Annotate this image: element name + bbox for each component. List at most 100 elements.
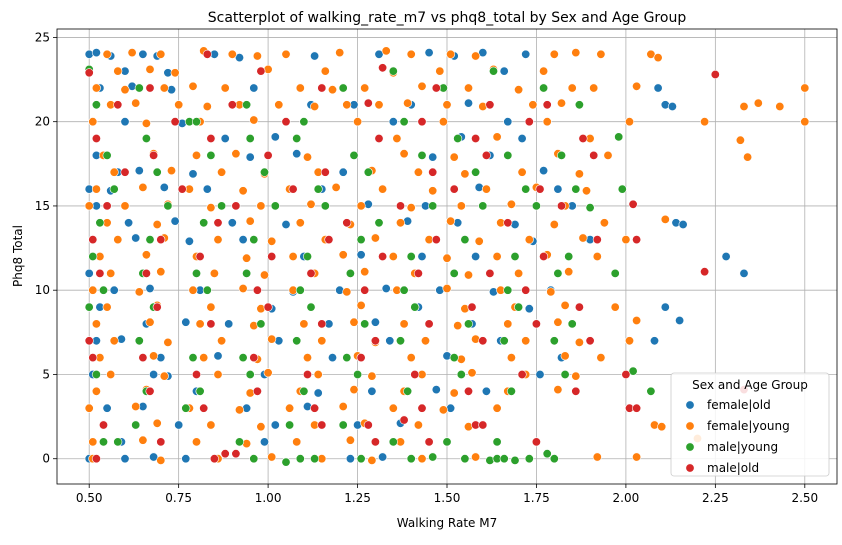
point-female-young [392, 134, 402, 144]
point-female-young [102, 302, 112, 312]
point-male-young [360, 319, 370, 329]
point-male-old [578, 134, 588, 144]
point-female-young [113, 66, 123, 76]
point-male-old [485, 100, 495, 110]
point-female-young [800, 117, 810, 127]
point-female-young [213, 369, 223, 379]
point-female-old [124, 218, 134, 228]
point-male-old [478, 420, 488, 430]
point-female-young [349, 385, 359, 395]
legend-marker-male-old [685, 463, 695, 473]
x-tick-label: 1.25 [344, 491, 371, 505]
point-male-old [399, 415, 409, 425]
point-male-young [285, 420, 295, 430]
point-female-old [213, 351, 223, 361]
point-male-young [245, 134, 255, 144]
point-female-young [403, 98, 413, 108]
point-male-young [242, 100, 252, 110]
point-male-old [206, 319, 216, 329]
point-male-young [410, 302, 420, 312]
point-female-young [167, 166, 177, 176]
point-male-old [317, 420, 327, 430]
point-male-young [510, 252, 520, 262]
point-male-old [231, 201, 241, 211]
point-female-young [256, 422, 266, 432]
point-female-young [206, 420, 216, 430]
point-male-old [263, 302, 273, 312]
point-female-young [381, 46, 391, 56]
point-female-young [106, 369, 116, 379]
point-female-young [342, 100, 352, 110]
point-female-young [506, 353, 516, 363]
point-male-old [342, 218, 352, 228]
point-male-old [317, 83, 327, 93]
point-female-young [800, 83, 810, 93]
point-female-young [492, 403, 502, 413]
point-male-old [413, 268, 423, 278]
y-axis-title: Phq8 Total [11, 225, 25, 287]
point-female-old [463, 98, 473, 108]
point-female-young [524, 235, 534, 245]
point-male-old [302, 369, 312, 379]
point-female-young [302, 152, 312, 162]
point-female-old [499, 66, 509, 76]
point-male-young [539, 83, 549, 93]
point-male-young [152, 167, 162, 177]
point-female-young [596, 353, 606, 363]
point-male-young [192, 117, 202, 127]
point-female-young [624, 336, 634, 346]
point-male-old [99, 420, 109, 430]
point-female-old [388, 117, 398, 127]
point-female-young [492, 132, 502, 142]
point-male-young [406, 252, 416, 262]
point-female-old [721, 252, 731, 262]
point-female-young [91, 83, 101, 93]
point-male-young [549, 336, 559, 346]
point-female-old [678, 220, 688, 230]
point-male-old [424, 319, 434, 329]
point-female-young [660, 214, 670, 224]
point-male-young [460, 235, 470, 245]
point-male-young [202, 285, 212, 295]
point-female-young [299, 319, 309, 329]
point-female-young [91, 386, 101, 396]
point-male-young [403, 386, 413, 396]
point-male-young [356, 235, 366, 245]
point-male-young [131, 420, 141, 430]
point-male-young [460, 454, 470, 464]
point-female-young [632, 81, 642, 91]
point-female-young [213, 235, 223, 245]
point-female-old [481, 386, 491, 396]
x-axis-title: Walking Rate M7 [397, 516, 497, 530]
point-male-old [410, 369, 420, 379]
point-female-old [249, 83, 259, 93]
point-male-young [270, 201, 280, 211]
point-male-old [592, 235, 602, 245]
y-tick-label: 5 [42, 367, 50, 381]
point-male-old [256, 66, 266, 76]
point-female-young [292, 437, 302, 447]
point-female-young [446, 49, 456, 59]
point-female-young [374, 100, 384, 110]
legend-marker-male-young [685, 442, 695, 452]
point-female-young [514, 268, 524, 278]
point-male-young [449, 353, 459, 363]
point-female-young [438, 117, 448, 127]
point-male-young [503, 285, 513, 295]
point-male-young [363, 167, 373, 177]
point-female-young [463, 270, 473, 280]
point-male-old [363, 98, 373, 108]
point-female-young [220, 83, 230, 93]
chart-title: Scatterplot of walking_rate_m7 vs phq8_t… [208, 10, 687, 26]
point-female-young [263, 368, 273, 378]
point-female-young [367, 455, 377, 465]
point-male-young [84, 302, 94, 312]
point-female-old [227, 218, 237, 228]
point-female-old [270, 420, 280, 430]
point-male-young [245, 369, 255, 379]
point-female-young [549, 49, 559, 59]
point-female-old [259, 437, 269, 447]
point-male-old [428, 167, 438, 177]
point-female-young [141, 118, 151, 128]
point-female-young [163, 337, 173, 347]
